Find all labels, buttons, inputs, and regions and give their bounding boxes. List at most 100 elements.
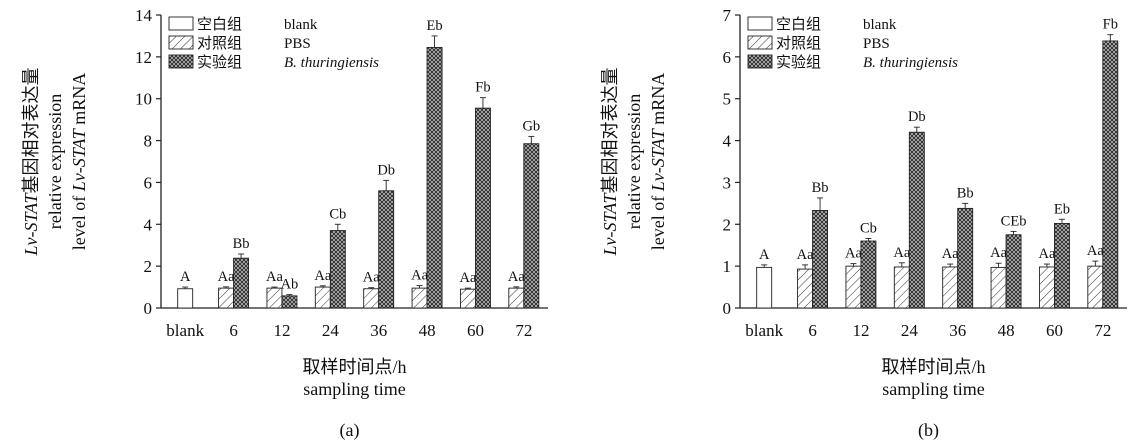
bar — [860, 240, 877, 309]
bar — [411, 287, 428, 309]
legend-label-en: B. thuringiensis — [284, 55, 379, 71]
y-tick-label: 4 — [144, 215, 153, 234]
y-tick-label: 4 — [723, 132, 732, 151]
legend-label-en: B. thuringiensis — [863, 55, 958, 71]
legend-swatch — [168, 16, 194, 31]
x-tick-label: 12 — [273, 321, 290, 340]
significance-label: Bb — [812, 180, 829, 196]
y-tick-label: 10 — [135, 90, 152, 109]
significance-label: Fb — [1103, 17, 1118, 33]
significance-label: Fb — [475, 80, 490, 96]
significance-label: Ab — [281, 277, 299, 293]
x-tick-label: 72 — [515, 321, 532, 340]
bar — [1102, 40, 1119, 309]
significance-label: Aa — [845, 246, 862, 262]
x-tick-label: 36 — [370, 321, 387, 340]
bar — [1005, 234, 1022, 309]
bar — [508, 287, 525, 309]
significance-label: Aa — [942, 246, 959, 262]
x-tick-label: 48 — [998, 321, 1015, 340]
bar — [845, 265, 862, 309]
bar — [426, 46, 443, 309]
y-tick-label: 3 — [723, 173, 732, 192]
x-tick-label: 6 — [229, 321, 238, 340]
bar — [218, 287, 235, 309]
bar — [957, 207, 974, 309]
legend-swatch — [168, 54, 194, 69]
legend-label-zh: 实验组 — [776, 54, 821, 71]
bar — [474, 107, 491, 309]
significance-label: Aa — [314, 268, 331, 284]
legend-swatch — [747, 16, 773, 31]
y-tick-label: 1 — [723, 257, 732, 276]
legend-label-zh: 对照组 — [776, 35, 821, 52]
legend-label-en: blank — [284, 17, 318, 33]
significance-label: Aa — [459, 270, 476, 286]
significance-label: CEb — [1001, 213, 1027, 229]
significance-label: Aa — [1038, 246, 1055, 262]
x-axis-label: 取样时间点/h — [881, 357, 985, 377]
y-tick-label: 0 — [723, 299, 732, 318]
significance-label: Aa — [508, 269, 525, 285]
y-axis-label: relative expression — [45, 94, 65, 229]
bar — [233, 257, 250, 309]
legend-label-zh: 实验组 — [197, 54, 242, 71]
legend-swatch — [168, 35, 194, 50]
y-tick-label: 2 — [144, 257, 153, 276]
legend-label-en: blank — [863, 17, 897, 33]
x-tick-label: 48 — [419, 321, 436, 340]
y-tick-label: 8 — [144, 132, 153, 151]
significance-label: Eb — [1054, 201, 1070, 217]
y-tick-label: 12 — [135, 48, 152, 67]
significance-label: Gb — [522, 118, 540, 134]
legend-label-en: PBS — [284, 36, 311, 52]
bar — [363, 288, 380, 309]
y-tick-label: 0 — [144, 299, 153, 318]
y-tick-label: 6 — [723, 48, 732, 67]
significance-label: Eb — [427, 18, 443, 34]
bar — [812, 210, 829, 309]
significance-label: A — [759, 247, 770, 263]
x-tick-label: 12 — [852, 321, 869, 340]
legend-swatch — [747, 54, 773, 69]
legend-swatch — [747, 35, 773, 50]
bar — [281, 295, 298, 309]
y-axis-label: Lv-STAT基因相对表达量 — [600, 67, 620, 256]
x-axis-label: sampling time — [303, 379, 406, 399]
legend-label-en: PBS — [863, 36, 890, 52]
bar — [908, 131, 925, 309]
bar — [329, 230, 346, 309]
significance-label: Aa — [893, 245, 910, 261]
bar — [942, 266, 959, 309]
x-tick-label: 60 — [1046, 321, 1063, 340]
significance-label: Aa — [218, 269, 235, 285]
y-tick-label: 14 — [135, 6, 153, 25]
significance-label: A — [180, 269, 191, 285]
panel-label: (b) — [918, 420, 939, 441]
significance-label: Aa — [363, 270, 380, 286]
y-axis-label: level of Lv-STAT mRNA — [69, 73, 89, 251]
significance-label: Aa — [990, 245, 1007, 261]
bar — [378, 190, 395, 309]
y-axis-label: relative expression — [624, 94, 644, 229]
x-tick-label: 72 — [1094, 321, 1111, 340]
bar — [459, 288, 476, 309]
y-axis-label: Lv-STAT基因相对表达量 — [21, 67, 41, 256]
significance-label: Db — [377, 162, 395, 178]
legend-label-zh: 空白组 — [776, 16, 821, 33]
bar — [990, 266, 1007, 309]
bar — [797, 268, 814, 309]
panel-label: (a) — [340, 420, 360, 441]
x-tick-label: 24 — [322, 321, 340, 340]
bar — [177, 288, 194, 309]
bar — [314, 286, 331, 309]
significance-label: Aa — [266, 269, 283, 285]
y-tick-label: 7 — [723, 6, 732, 25]
significance-label: Aa — [797, 247, 814, 263]
significance-label: Bb — [957, 185, 974, 201]
legend-label-zh: 对照组 — [197, 35, 242, 52]
significance-label: Cb — [329, 206, 346, 222]
